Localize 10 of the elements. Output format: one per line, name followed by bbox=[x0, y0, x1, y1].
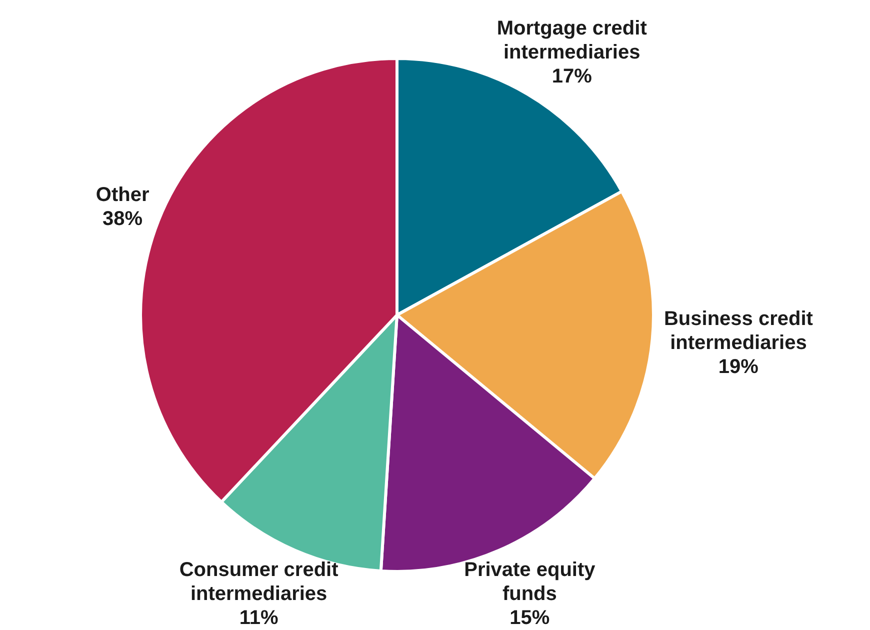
slice-label: Private equity funds bbox=[464, 558, 596, 605]
slice-label: Business credit intermediaries bbox=[664, 308, 814, 354]
data-label: 15% bbox=[510, 606, 550, 629]
slice-label: Consumer credit intermediaries bbox=[179, 558, 339, 605]
data-label: 19% bbox=[718, 356, 759, 378]
slice-label: Other bbox=[96, 184, 150, 206]
data-label: 38% bbox=[102, 208, 143, 230]
data-label: 17% bbox=[552, 65, 592, 88]
data-label: 11% bbox=[239, 606, 278, 629]
slice-label: Mortgage credit intermediaries bbox=[496, 17, 648, 64]
